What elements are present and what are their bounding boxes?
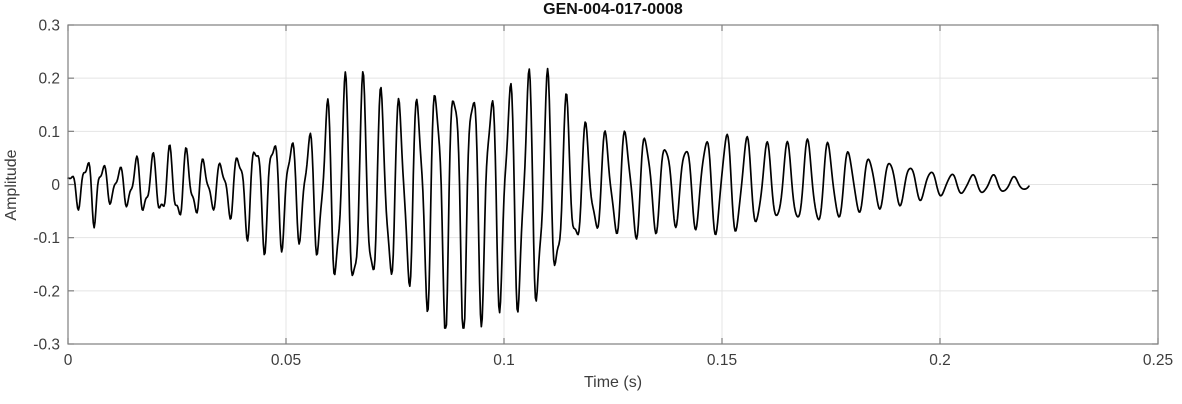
x-tick-label: 0.1 bbox=[493, 352, 515, 369]
y-tick-label: 0 bbox=[51, 177, 60, 194]
x-tick-label: 0.25 bbox=[1143, 352, 1173, 369]
x-axis-label: Time (s) bbox=[583, 374, 643, 391]
waveform-line-group bbox=[67, 67, 1030, 329]
x-tick-label: 0.2 bbox=[929, 352, 951, 369]
gridlines bbox=[68, 25, 1158, 344]
waveform-line bbox=[67, 67, 1030, 329]
y-axis-label: Amplitude bbox=[3, 149, 20, 221]
x-tick-label: 0.15 bbox=[707, 352, 737, 369]
x-tick-label: 0.05 bbox=[271, 352, 301, 369]
y-tick-label: 0.2 bbox=[38, 71, 60, 88]
x-tick-labels: 0 0.05 0.1 0.15 0.2 0.25 bbox=[64, 352, 1173, 369]
y-tick-labels: -0.3 -0.2 -0.1 0 0.1 0.2 0.3 bbox=[33, 18, 60, 354]
y-tick-label: 0.1 bbox=[38, 124, 60, 141]
chart-title: GEN-004-017-0008 bbox=[543, 1, 683, 18]
y-tick-label: -0.1 bbox=[33, 230, 60, 247]
y-tick-label: -0.2 bbox=[33, 283, 60, 300]
x-tick-label: 0 bbox=[64, 352, 73, 369]
tick-marks bbox=[67, 24, 1159, 345]
y-tick-label: -0.3 bbox=[33, 337, 60, 354]
y-tick-label: 0.3 bbox=[38, 18, 60, 35]
